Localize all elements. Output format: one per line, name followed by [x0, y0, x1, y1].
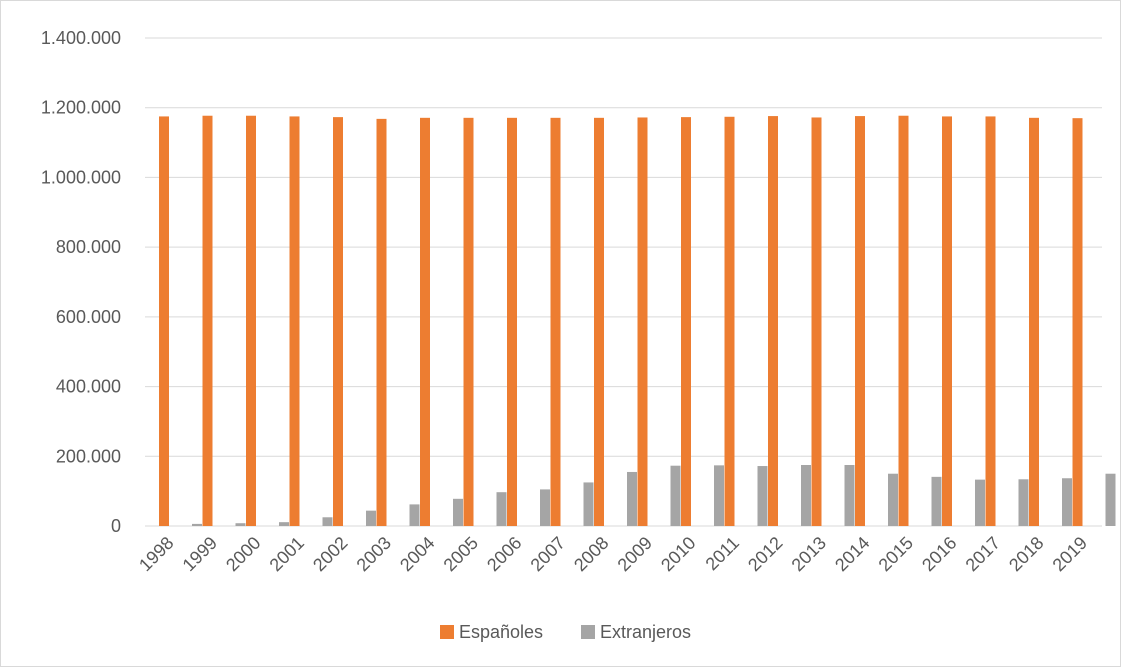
legend-label-extranjeros: Extranjeros: [600, 622, 691, 642]
y-tick-label: 1.000.000: [41, 167, 121, 187]
bar-extranjeros-2007: [583, 482, 594, 526]
bar-espanoles-2016: [942, 116, 952, 526]
x-tick-label: 2012: [744, 533, 786, 575]
x-tick-label: 1999: [179, 533, 221, 575]
x-tick-label: 2011: [702, 533, 744, 575]
x-tick-label: 2007: [527, 533, 569, 575]
bar-extranjeros-2013: [844, 465, 855, 526]
x-tick-label: 2019: [1049, 533, 1091, 575]
x-tick-label: 2003: [353, 533, 395, 575]
x-tick-label: 2016: [918, 533, 960, 575]
bar-extranjeros-2010: [714, 465, 724, 526]
x-tick-label: 2005: [440, 533, 482, 575]
x-tick-label: 2013: [788, 533, 830, 575]
bar-extranjeros-2006: [540, 489, 550, 526]
y-tick-label: 1.400.000: [41, 28, 121, 48]
x-tick-label: 2002: [309, 533, 351, 575]
bar-espanoles-2015: [898, 115, 909, 526]
bar-espanoles-2003: [376, 118, 387, 527]
bar-espanoles-2002: [333, 117, 343, 526]
y-tick-label: 400.000: [56, 377, 121, 397]
bar-extranjeros-2012: [801, 465, 811, 526]
bar-espanoles-2010: [681, 117, 691, 526]
bar-extranjeros-2011: [757, 466, 768, 526]
bar-espanoles-2017: [985, 116, 996, 526]
y-tick-label: 0: [111, 516, 121, 536]
bar-espanoles-1999: [202, 115, 213, 526]
bar-extranjeros-2003: [409, 504, 420, 526]
bar-espanoles-2014: [855, 116, 865, 526]
bar-espanoles-2000: [246, 115, 256, 526]
x-tick-label: 2001: [266, 533, 308, 575]
x-tick-label: 2000: [222, 533, 264, 575]
y-axis-ticks: 0 200.000 400.000 600.000 800.000 1.000.000 1.…: [41, 28, 121, 536]
bar-extranjeros-2009: [670, 465, 681, 526]
bar-extranjeros-2014: [888, 473, 898, 526]
bar-extranjeros-2017: [1018, 479, 1029, 526]
bar-espanoles-2011: [724, 116, 735, 526]
bar-extranjeros-2004: [453, 498, 463, 526]
x-tick-label: 2014: [831, 533, 873, 575]
bar-espanoles-2012: [768, 116, 778, 526]
legend-swatch-extranjeros: [581, 625, 595, 639]
x-tick-label: 2017: [962, 533, 1004, 575]
x-tick-label: 2018: [1005, 533, 1047, 575]
bar-extranjeros-2005: [496, 492, 507, 526]
bar-espanoles-2008: [594, 117, 604, 526]
bar-espanoles-2007: [550, 117, 561, 526]
x-tick-label: 2008: [570, 533, 612, 575]
legend: Españoles Extranjeros: [440, 622, 691, 642]
bar-espanoles-2018: [1029, 117, 1039, 526]
bar-espanoles-2005: [463, 117, 474, 526]
bar-extranjeros-2000: [279, 522, 289, 526]
bar-extranjeros-2019: [1105, 473, 1116, 526]
bar-extranjeros-2001: [322, 517, 333, 526]
y-tick-label: 1.200.000: [41, 98, 121, 118]
bar-espanoles-2001: [289, 116, 300, 526]
bar-espanoles-2013: [811, 117, 822, 526]
y-tick-label: 800.000: [56, 237, 121, 257]
bar-espanoles-2006: [507, 117, 517, 526]
y-tick-label: 200.000: [56, 446, 121, 466]
x-tick-label: 2010: [657, 533, 699, 575]
legend-swatch-espanoles: [440, 625, 454, 639]
bar-espanoles-2019: [1072, 118, 1083, 527]
bar-extranjeros-2002: [366, 510, 376, 526]
bar-espanoles-1998: [159, 116, 169, 526]
gridlines: [145, 37, 1102, 527]
bar-extranjeros-2015: [931, 476, 942, 526]
y-tick-label: 600.000: [56, 307, 121, 327]
bar-extranjeros-2018: [1062, 478, 1072, 526]
bar-extranjeros-2016: [975, 479, 985, 526]
x-tick-label: 2004: [396, 533, 438, 575]
legend-label-espanoles: Españoles: [459, 622, 543, 642]
bar-espanoles-2004: [420, 117, 430, 526]
bar-espanoles-2009: [637, 117, 648, 526]
bars: [159, 115, 1116, 527]
x-tick-label: 1998: [135, 533, 177, 575]
bar-extranjeros-1999: [235, 523, 246, 526]
x-axis-ticks: 1998 1999 2000 2001 2002 2003 2004 2005 2006 2007…: [135, 533, 1091, 575]
x-tick-label: 2015: [875, 533, 917, 575]
x-tick-label: 2006: [483, 533, 525, 575]
bar-extranjeros-1998: [192, 523, 202, 526]
x-tick-label: 2009: [614, 533, 656, 575]
bar-extranjeros-2008: [627, 471, 637, 526]
